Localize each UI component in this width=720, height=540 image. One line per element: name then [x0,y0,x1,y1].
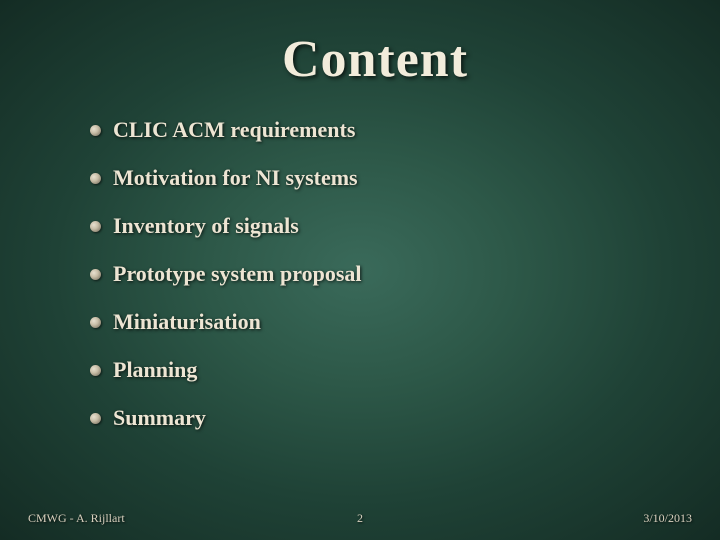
list-item-label: Summary [113,405,206,431]
bullet-icon [90,413,101,424]
bullet-icon [90,125,101,136]
list-item: Motivation for NI systems [90,165,660,191]
bullet-icon [90,269,101,280]
slide-title: Content [90,30,660,89]
list-item-label: Planning [113,357,197,383]
bullet-icon [90,221,101,232]
content-list: CLIC ACM requirements Motivation for NI … [90,117,660,431]
slide: Content CLIC ACM requirements Motivation… [0,0,720,540]
footer-author: CMWG - A. Rijllart [28,511,125,526]
list-item-label: Miniaturisation [113,309,261,335]
list-item: Summary [90,405,660,431]
list-item-label: Motivation for NI systems [113,165,358,191]
bullet-icon [90,317,101,328]
list-item: Inventory of signals [90,213,660,239]
bullet-icon [90,365,101,376]
list-item: CLIC ACM requirements [90,117,660,143]
footer-page-number: 2 [357,511,363,526]
footer: CMWG - A. Rijllart 2 3/10/2013 [0,511,720,526]
list-item: Planning [90,357,660,383]
footer-date: 3/10/2013 [643,511,692,526]
list-item: Prototype system proposal [90,261,660,287]
list-item: Miniaturisation [90,309,660,335]
list-item-label: Prototype system proposal [113,261,362,287]
bullet-icon [90,173,101,184]
list-item-label: CLIC ACM requirements [113,117,355,143]
list-item-label: Inventory of signals [113,213,299,239]
